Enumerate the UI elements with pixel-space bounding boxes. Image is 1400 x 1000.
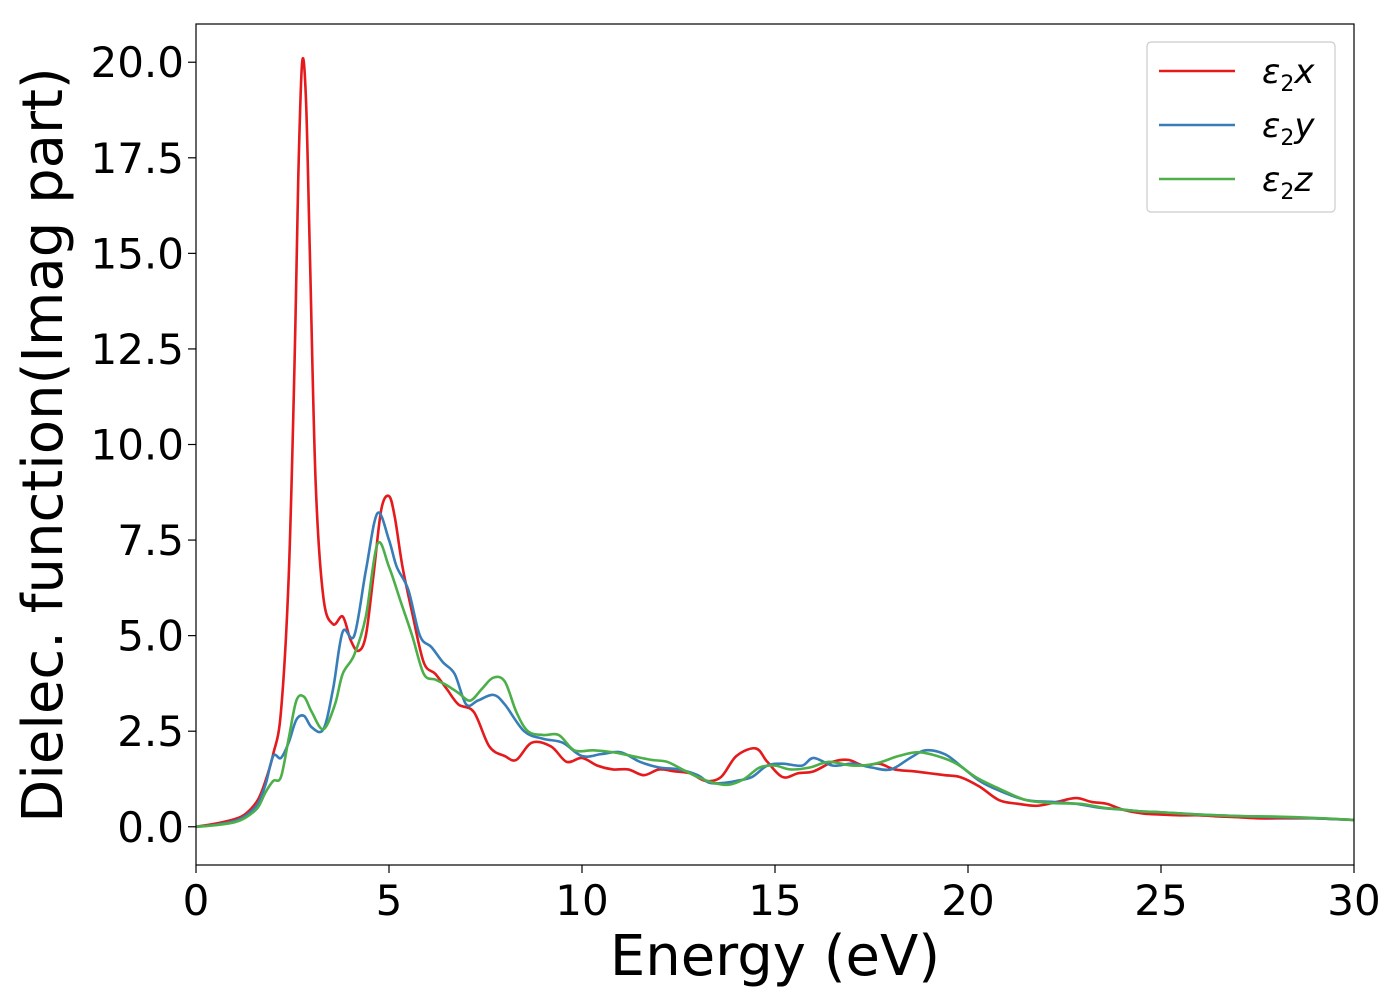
y-axis-ticks: 0.0 2.5 5.0 7.5 10.0 12.5 15.0 17.5 20.0 [90,38,196,852]
y-tick-label: 7.5 [117,516,184,565]
y-tick-label: 17.5 [90,134,184,183]
y-axis-label: Dielec. function(Imag part) [11,67,76,823]
x-tick-label: 0 [183,876,210,925]
legend-box [1146,41,1336,213]
y-tick-label: 2.5 [117,707,184,756]
x-tick-label: 25 [1134,876,1187,925]
y-tick-label: 20.0 [90,38,184,87]
y-tick-label: 15.0 [90,229,184,278]
x-axis-label: Energy (eV) [610,924,940,989]
x-tick-label: 5 [376,876,403,925]
x-tick-label: 10 [555,876,608,925]
series-line-z [196,540,1354,829]
legend-label-y: ε2y [1262,106,1315,151]
y-tick-label: 5.0 [117,612,184,661]
series-line-x [196,57,1354,829]
x-axis-ticks: 0 5 10 15 20 25 30 [183,865,1381,925]
legend-label-z: ε2z [1262,160,1313,205]
legend-label-x: ε2x [1262,52,1315,97]
x-tick-label: 30 [1327,876,1380,925]
y-tick-label: 0.0 [117,803,184,852]
y-tick-label: 10.0 [90,421,184,470]
legend: ε2x ε2y ε2z [1146,41,1336,213]
series-lines [196,57,1354,829]
x-tick-label: 15 [748,876,801,925]
y-tick-label: 12.5 [90,325,184,374]
x-tick-label: 20 [941,876,994,925]
